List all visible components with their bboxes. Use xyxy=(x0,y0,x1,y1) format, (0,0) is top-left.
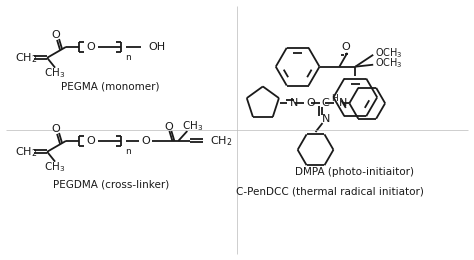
Text: n: n xyxy=(125,147,130,156)
Text: CH$_3$: CH$_3$ xyxy=(45,66,66,80)
Text: OCH$_3$: OCH$_3$ xyxy=(375,56,403,70)
Text: CH$_3$: CH$_3$ xyxy=(182,119,203,133)
Text: C-PenDCC (thermal radical initiator): C-PenDCC (thermal radical initiator) xyxy=(236,186,423,196)
Text: N: N xyxy=(321,114,330,124)
Text: O: O xyxy=(141,136,150,146)
Text: O: O xyxy=(52,124,61,134)
Text: PEGMA (monomer): PEGMA (monomer) xyxy=(62,81,160,92)
Text: CH$_2$: CH$_2$ xyxy=(210,134,233,148)
Text: N: N xyxy=(338,98,347,108)
Text: CH$_3$: CH$_3$ xyxy=(45,160,66,173)
Text: DMPA (photo-initiaitor): DMPA (photo-initiaitor) xyxy=(295,167,414,177)
Text: O: O xyxy=(86,42,95,52)
Text: H: H xyxy=(331,94,338,103)
Text: PEGDMA (cross-linker): PEGDMA (cross-linker) xyxy=(53,179,169,190)
Text: n: n xyxy=(125,53,130,62)
Text: O: O xyxy=(164,122,173,132)
Text: O: O xyxy=(307,98,315,108)
Text: O: O xyxy=(341,42,350,52)
Text: CH$_2$: CH$_2$ xyxy=(15,145,38,159)
Text: CH$_2$: CH$_2$ xyxy=(15,51,38,65)
Text: OH: OH xyxy=(148,42,165,52)
Text: C: C xyxy=(321,98,329,108)
Text: OCH$_3$: OCH$_3$ xyxy=(375,46,403,60)
Text: N: N xyxy=(290,98,298,108)
Text: O: O xyxy=(52,30,61,40)
Text: O: O xyxy=(86,136,95,146)
